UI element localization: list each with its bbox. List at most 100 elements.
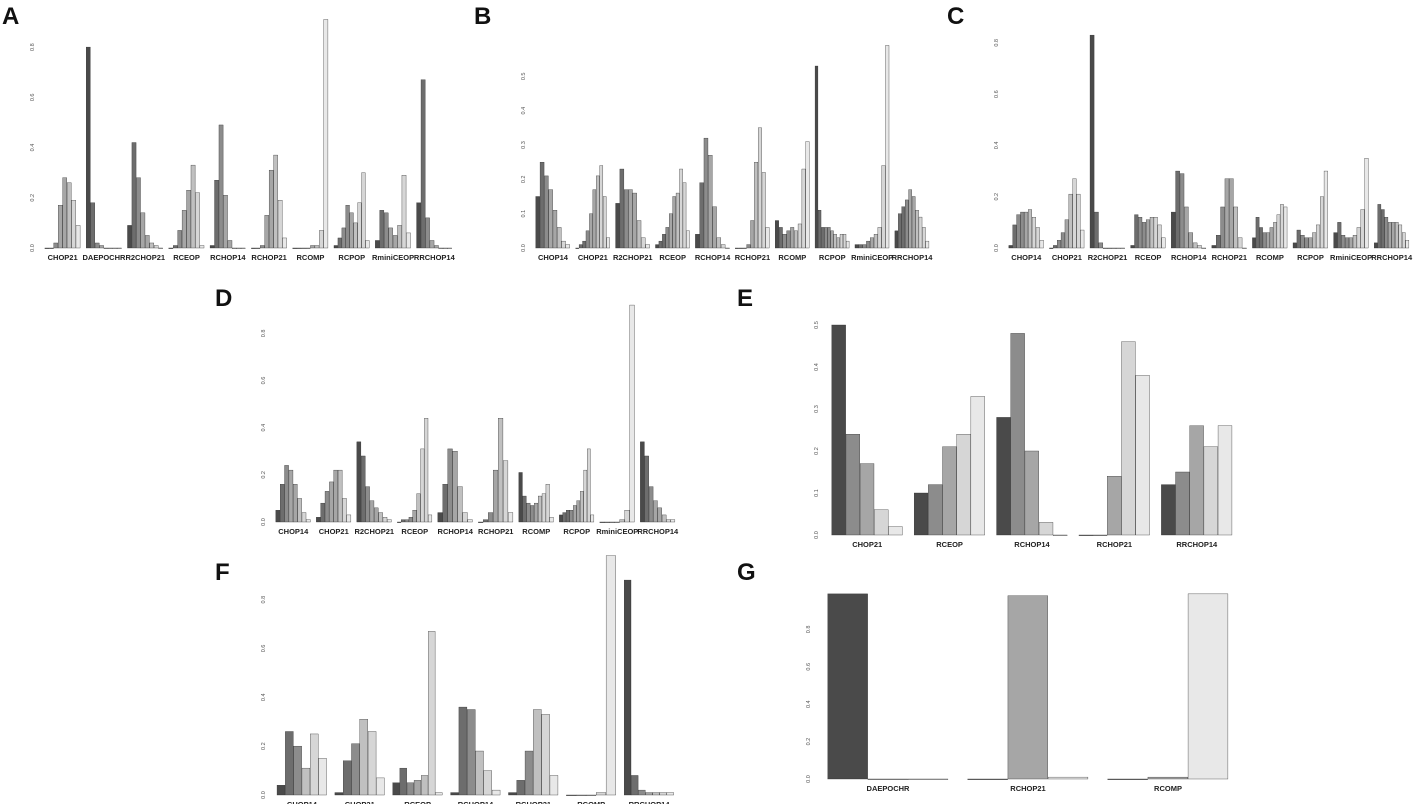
bar [1398,224,1403,249]
bar [44,247,50,249]
bar [1092,534,1108,536]
bar [516,780,525,796]
panel-d: D 0.0 0.2 0.4 0.6 0.8 CHOP14 CHOP21 R2CHOP21 RCEO… [215,285,679,536]
panel-e: E 0.0 0.1 0.2 0.3 0.4 0.5 CHOP21 RCEOP RCHOP14 RCH… [737,285,1233,549]
bar-group [478,418,514,523]
bar [628,189,633,249]
y-tick-label: 0.0 [261,791,267,799]
category-label: RCEOP [401,527,428,536]
bar-group [559,448,595,523]
bar [873,234,878,249]
bar [443,247,448,249]
bar [232,247,237,249]
bar [831,324,846,536]
bar-group [397,418,433,523]
bar [475,750,484,796]
bar [181,210,187,249]
bar [1216,235,1221,249]
bar [615,203,620,249]
bar [406,782,414,796]
category-label: RCHOP14 [438,527,474,536]
bar [797,223,802,249]
bar [619,168,625,249]
bar [562,512,567,523]
bar [209,245,215,249]
bar [483,519,489,523]
bar [623,189,629,249]
panel-b: B 0.0 0.1 0.2 0.3 0.4 0.5 CHOP14 CHOP21 R2CHOP21 R… [474,3,933,262]
bar [915,210,919,249]
bar [416,202,421,249]
bar [227,240,233,249]
bar [1395,222,1399,249]
bar [662,234,666,249]
y-tick-label: 0.5 [814,321,820,329]
category-label: RCEOP [936,540,963,549]
category-label: CHOP21 [48,253,78,262]
bar [827,227,831,249]
bar [1147,776,1188,780]
bar [277,200,283,249]
bar [1229,178,1234,249]
y-tick-label: 0.8 [994,39,1000,47]
category-label: RRCHOP14 [629,800,671,804]
bar [361,172,366,249]
y-tick-label: 0.2 [261,742,267,750]
bar [573,505,577,523]
bar [365,486,370,523]
y-tick-label: 0.4 [994,142,1000,150]
category-label: DAEPOCHR [82,253,126,262]
bar [845,434,860,536]
bar [632,192,637,249]
category-label: RCPOP [563,527,590,536]
bar [337,237,342,249]
bar [467,709,476,796]
category-label: CHOP21 [1052,253,1082,262]
bar [1008,245,1013,249]
category-label: CHOP14 [287,800,318,804]
bar-group [1049,178,1085,249]
bar-group [814,65,850,249]
bar [288,469,294,523]
bar [397,521,402,523]
y-tick-label: 0.4 [521,107,527,115]
bar [824,227,828,249]
bar [1360,209,1365,249]
bar [214,180,219,249]
bar [1211,245,1217,249]
bar [1242,247,1247,249]
bar-group [831,324,903,536]
bar [913,492,929,536]
bar [397,225,402,249]
bar-group [640,441,676,523]
bar [429,240,435,249]
bar [866,240,871,249]
bar [53,242,59,249]
category-label: RCHOP21 [251,253,286,262]
y-tick-label: 0.8 [30,43,36,51]
bar [342,498,347,523]
bar [589,213,593,249]
bar-group [416,79,452,249]
bar [1142,222,1147,249]
bar [236,247,242,249]
bar [640,441,645,523]
bar [638,789,646,796]
bar-group [615,168,650,249]
bar [1405,240,1410,249]
bar [62,177,67,249]
bar [599,521,605,523]
bar [874,509,889,536]
bar [1098,242,1104,249]
bar [94,242,100,249]
bar [301,767,311,796]
category-label: RCHOP21 [478,527,513,536]
bar [1016,214,1021,249]
category-label: CHOP21 [578,253,608,262]
bar [522,495,527,523]
bar [590,514,595,523]
bar [112,247,118,249]
bar [401,519,405,523]
bar [341,227,346,249]
bar [805,141,810,249]
